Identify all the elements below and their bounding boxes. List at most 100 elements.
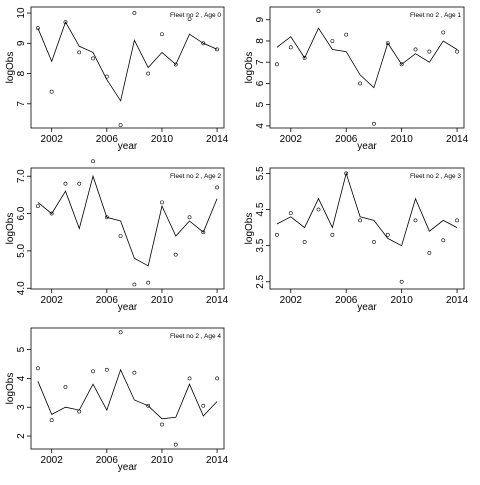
observed-point bbox=[35, 26, 40, 31]
plot-frame bbox=[30, 327, 225, 450]
x-axis-label: year bbox=[357, 141, 377, 152]
x-axis-label: year bbox=[118, 302, 138, 313]
y-tick-label: 8 bbox=[255, 38, 266, 44]
observed-point bbox=[316, 207, 321, 212]
plot-frame bbox=[269, 167, 465, 290]
plot-frame bbox=[30, 167, 225, 290]
observed-point bbox=[146, 71, 151, 76]
x-tick-label: 2014 bbox=[206, 455, 229, 466]
x-tick-label: 2010 bbox=[151, 455, 174, 466]
observed-point bbox=[49, 89, 54, 94]
observed-point bbox=[455, 218, 459, 223]
x-tick-label: 2010 bbox=[391, 295, 414, 306]
observed-point bbox=[77, 50, 82, 55]
observed-point bbox=[187, 376, 192, 381]
observed-point bbox=[302, 240, 307, 244]
observed-point bbox=[132, 282, 137, 287]
x-tick-label: 2010 bbox=[391, 134, 414, 145]
observed-point bbox=[63, 20, 68, 25]
observed-point bbox=[35, 366, 40, 371]
observed-point bbox=[275, 232, 279, 237]
observed-point bbox=[49, 418, 54, 423]
x-tick-label: 2002 bbox=[280, 295, 303, 306]
observed-point bbox=[118, 234, 123, 238]
y-axis-label: logObs bbox=[5, 213, 16, 245]
x-tick-label: 2006 bbox=[96, 455, 119, 466]
fitted-line bbox=[276, 171, 458, 247]
y-tick-label: 6 bbox=[255, 80, 266, 86]
plot-frame bbox=[30, 6, 225, 129]
observed-point bbox=[358, 81, 362, 86]
observed-point bbox=[330, 232, 335, 237]
observed-point bbox=[399, 279, 404, 284]
observed-point bbox=[413, 218, 418, 223]
y-tick-label: 7 bbox=[16, 101, 27, 107]
x-tick-label: 2006 bbox=[96, 134, 119, 145]
y-tick-label: 8 bbox=[16, 70, 27, 76]
observed-point bbox=[330, 39, 335, 43]
observed-point bbox=[132, 370, 137, 375]
x-tick-label: 2014 bbox=[206, 295, 229, 306]
y-tick-label: 3 bbox=[16, 404, 27, 410]
observed-point bbox=[160, 32, 164, 37]
y-tick-label: 7.0 bbox=[16, 169, 27, 183]
panel-4: Fleet no 2 , Age 4 2002 2006 2010 2014 2 3 4 5 ye… bbox=[5, 327, 229, 473]
fitted-line bbox=[37, 21, 218, 102]
observed-point bbox=[215, 185, 220, 190]
y-axis-label: logObs bbox=[5, 52, 16, 84]
panel-title: Fleet no 2 , Age 2 bbox=[170, 173, 221, 180]
x-tick-label: 2014 bbox=[206, 134, 229, 145]
observed-point bbox=[104, 367, 109, 372]
observed-point bbox=[399, 62, 404, 67]
observed-point bbox=[63, 385, 68, 389]
y-tick-label: 2.5 bbox=[255, 274, 266, 288]
y-axis-label: logObs bbox=[244, 213, 255, 245]
observed-point bbox=[275, 62, 279, 67]
observed-point bbox=[63, 181, 68, 186]
observed-point bbox=[173, 62, 178, 67]
observed-point bbox=[316, 9, 321, 14]
observed-point bbox=[427, 250, 432, 255]
observed-point bbox=[49, 211, 54, 216]
x-tick-label: 2010 bbox=[151, 134, 174, 145]
observed-point bbox=[358, 218, 362, 223]
observed-point bbox=[35, 204, 40, 208]
observed-point bbox=[91, 56, 95, 61]
panel-3: Fleet no 2 , Age 3 2002 2006 2010 2014 2.5 3.5… bbox=[244, 166, 469, 313]
y-tick-label: 10 bbox=[16, 7, 27, 19]
observed-point bbox=[146, 403, 151, 408]
observed-point bbox=[173, 442, 178, 447]
observed-point bbox=[91, 369, 95, 374]
observed-point bbox=[146, 280, 151, 285]
observed-point bbox=[455, 49, 459, 54]
panel-title: Fleet no 2 , Age 4 bbox=[170, 333, 221, 340]
observed-point bbox=[288, 45, 293, 50]
y-tick-label: 6.0 bbox=[16, 206, 27, 220]
panel-1: Fleet no 2 , Age 1 2002 2006 2010 2014 4 5 6 7 8 9… bbox=[244, 6, 469, 152]
observed-point bbox=[441, 30, 446, 35]
observed-point bbox=[302, 56, 307, 60]
panel-title: Fleet no 2 , Age 1 bbox=[410, 12, 461, 19]
observed-point bbox=[104, 74, 109, 79]
observed-point bbox=[441, 238, 446, 243]
observed-point bbox=[201, 41, 206, 46]
x-axis-label: year bbox=[357, 302, 377, 313]
panel-0: Fleet no 2 , Age 0 2002 2006 2010 2014 7 8 9 10 y… bbox=[5, 6, 229, 152]
observed-point bbox=[173, 252, 178, 257]
observed-point bbox=[201, 403, 206, 408]
observed-point bbox=[344, 32, 349, 37]
y-tick-label: 5 bbox=[16, 346, 27, 352]
observed-point bbox=[187, 215, 192, 220]
x-tick-label: 2006 bbox=[335, 134, 358, 145]
y-tick-label: 4 bbox=[16, 375, 27, 381]
panel-title: Fleet no 2 , Age 0 bbox=[170, 12, 221, 19]
observed-point bbox=[427, 49, 432, 54]
observed-point bbox=[201, 230, 206, 235]
fitted-line bbox=[37, 368, 218, 420]
y-tick-label: 5.5 bbox=[255, 166, 266, 180]
y-tick-label: 9 bbox=[16, 40, 27, 46]
observed-point bbox=[372, 240, 376, 244]
x-tick-label: 2006 bbox=[335, 295, 358, 306]
observed-point bbox=[372, 121, 376, 126]
